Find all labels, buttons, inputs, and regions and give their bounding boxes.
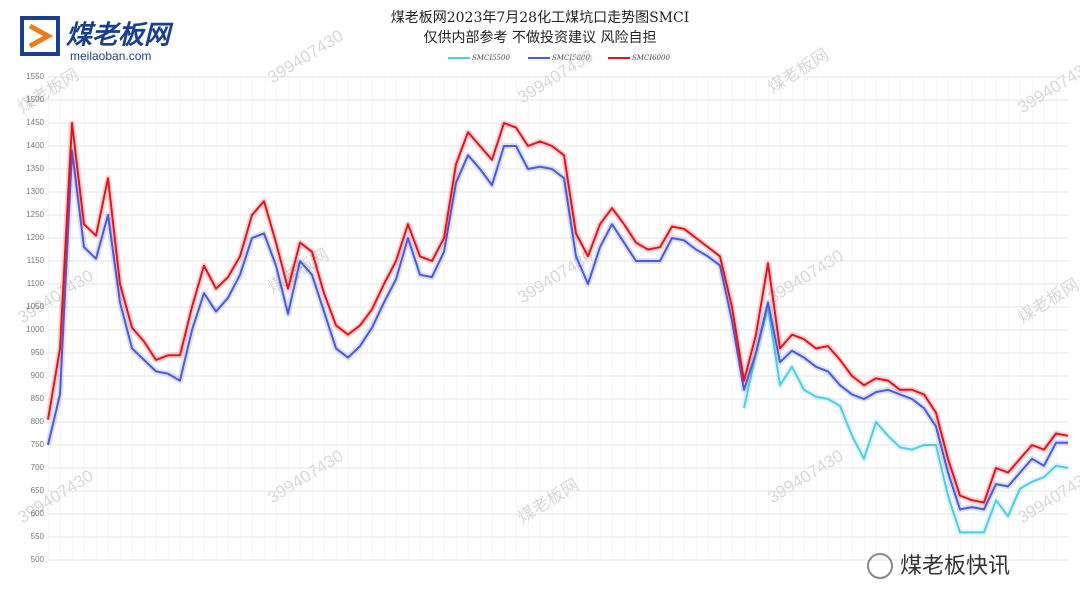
y-tick-label: 1300	[26, 187, 44, 196]
chart-subtitle: 仅供内部参考 不做投资建议 风险自担	[424, 29, 657, 46]
y-tick-label: 1100	[27, 279, 45, 288]
y-tick-label: 1350	[26, 164, 44, 173]
logo-name: 煤老板网	[66, 21, 174, 51]
footer-badge: 煤老板快讯	[867, 553, 1010, 579]
series	[45, 120, 1069, 536]
legend-label: SMCI5800	[552, 54, 590, 62]
y-tick-label: 600	[31, 509, 45, 518]
y-tick-label: 1400	[26, 141, 44, 150]
legend-label: SMCI6000	[632, 54, 670, 62]
y-tick-label: 650	[31, 486, 45, 495]
legend: SMCI5500 SMCI5800 SMCI6000	[448, 54, 670, 62]
y-tick-label: 1550	[26, 72, 44, 81]
logo-icon	[20, 16, 60, 56]
y-tick-label: 1150	[27, 256, 45, 265]
y-tick-label: 1000	[26, 325, 44, 334]
y-tick-label: 1200	[26, 233, 44, 242]
series-line	[47, 122, 1069, 504]
logo: 煤老板网 meilaoban.com	[20, 16, 174, 63]
y-tick-label: 550	[31, 532, 45, 541]
series-line	[47, 145, 1068, 511]
legend-label: SMCI5500	[472, 54, 510, 62]
y-tick-label: 900	[31, 371, 45, 380]
footer-text: 煤老板快讯	[900, 554, 1010, 579]
y-tick-label: 750	[31, 440, 45, 449]
y-tick-label: 500	[31, 555, 45, 564]
y-tick-label: 800	[31, 417, 45, 426]
y-tick-label: 1250	[26, 210, 44, 219]
y-tick-label: 850	[31, 394, 45, 403]
y-tick-label: 1500	[26, 95, 44, 104]
y-tick-label: 1450	[26, 118, 44, 127]
y-tick-label: 1050	[26, 302, 44, 311]
y-tick-label: 700	[31, 463, 45, 472]
logo-icon-mark	[28, 23, 54, 49]
wechat-icon	[867, 553, 893, 579]
plot-area	[48, 77, 1068, 560]
y-tick-label: 950	[31, 348, 45, 357]
logo-site: meilaoban.com	[70, 49, 151, 63]
series-line	[743, 306, 1069, 534]
chart-title: 煤老板网2023年7月28化工煤坑口走势图SMCI	[391, 10, 690, 26]
